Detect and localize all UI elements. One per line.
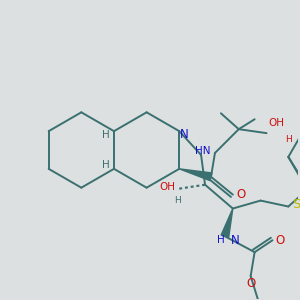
- Text: O: O: [246, 278, 255, 290]
- Text: H: H: [217, 235, 225, 245]
- Text: N: N: [180, 128, 189, 141]
- Polygon shape: [179, 169, 212, 181]
- Text: O: O: [276, 234, 285, 247]
- Text: H: H: [102, 130, 110, 140]
- Text: OH: OH: [159, 182, 175, 192]
- Text: O: O: [236, 188, 245, 201]
- Text: H: H: [285, 135, 292, 144]
- Text: S: S: [292, 198, 300, 211]
- Text: N: N: [230, 234, 239, 247]
- Polygon shape: [221, 208, 233, 237]
- Text: H: H: [174, 196, 181, 205]
- Text: OH: OH: [268, 118, 284, 128]
- Text: H: H: [102, 160, 110, 170]
- Text: HN: HN: [195, 146, 211, 156]
